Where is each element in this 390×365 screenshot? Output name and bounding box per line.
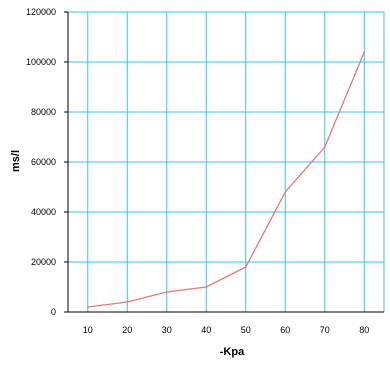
y-tick-label: 0 <box>51 307 56 317</box>
y-tick-label: 100000 <box>26 57 56 67</box>
data-point <box>284 191 287 193</box>
axes <box>64 11 384 313</box>
x-tick-label: 50 <box>241 325 251 335</box>
x-tick-label: 60 <box>280 325 290 335</box>
x-tick-label: 70 <box>320 325 330 335</box>
data-point <box>86 306 89 308</box>
data-point <box>363 51 366 53</box>
x-axis-label: -Kpa <box>220 346 245 358</box>
y-tick-label: 120000 <box>26 7 56 17</box>
data-point <box>165 291 168 293</box>
y-axis-label: ms/l <box>10 150 22 172</box>
y-tick-label: 20000 <box>31 257 56 267</box>
x-tick-label: 20 <box>122 325 132 335</box>
series <box>86 51 366 308</box>
y-tick-label: 80000 <box>31 107 56 117</box>
y-tick-label: 60000 <box>31 157 56 167</box>
data-point <box>205 286 208 288</box>
x-tick-label: 80 <box>359 325 369 335</box>
y-tick-label: 40000 <box>31 207 56 217</box>
series-line <box>87 51 365 308</box>
x-tick-label: 10 <box>83 325 93 335</box>
data-point <box>323 146 326 148</box>
y-tick-labels: 0 20000 40000 60000 80000 100000 120000 <box>26 7 56 317</box>
grid-lines <box>68 11 385 312</box>
x-tick-label: 40 <box>201 325 211 335</box>
data-point <box>126 301 129 303</box>
x-tick-labels: 10 20 30 40 50 60 70 80 <box>83 325 370 335</box>
data-point <box>244 266 247 268</box>
x-tick-label: 30 <box>162 325 172 335</box>
